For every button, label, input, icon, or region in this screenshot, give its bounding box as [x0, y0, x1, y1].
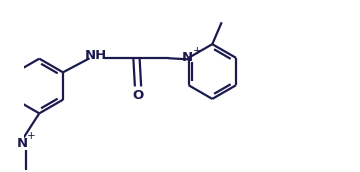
Text: +: +: [27, 131, 36, 141]
Text: O: O: [132, 89, 144, 102]
Text: NH: NH: [85, 49, 107, 62]
Text: N: N: [181, 51, 193, 64]
Text: +: +: [193, 46, 202, 56]
Text: N: N: [17, 137, 28, 150]
